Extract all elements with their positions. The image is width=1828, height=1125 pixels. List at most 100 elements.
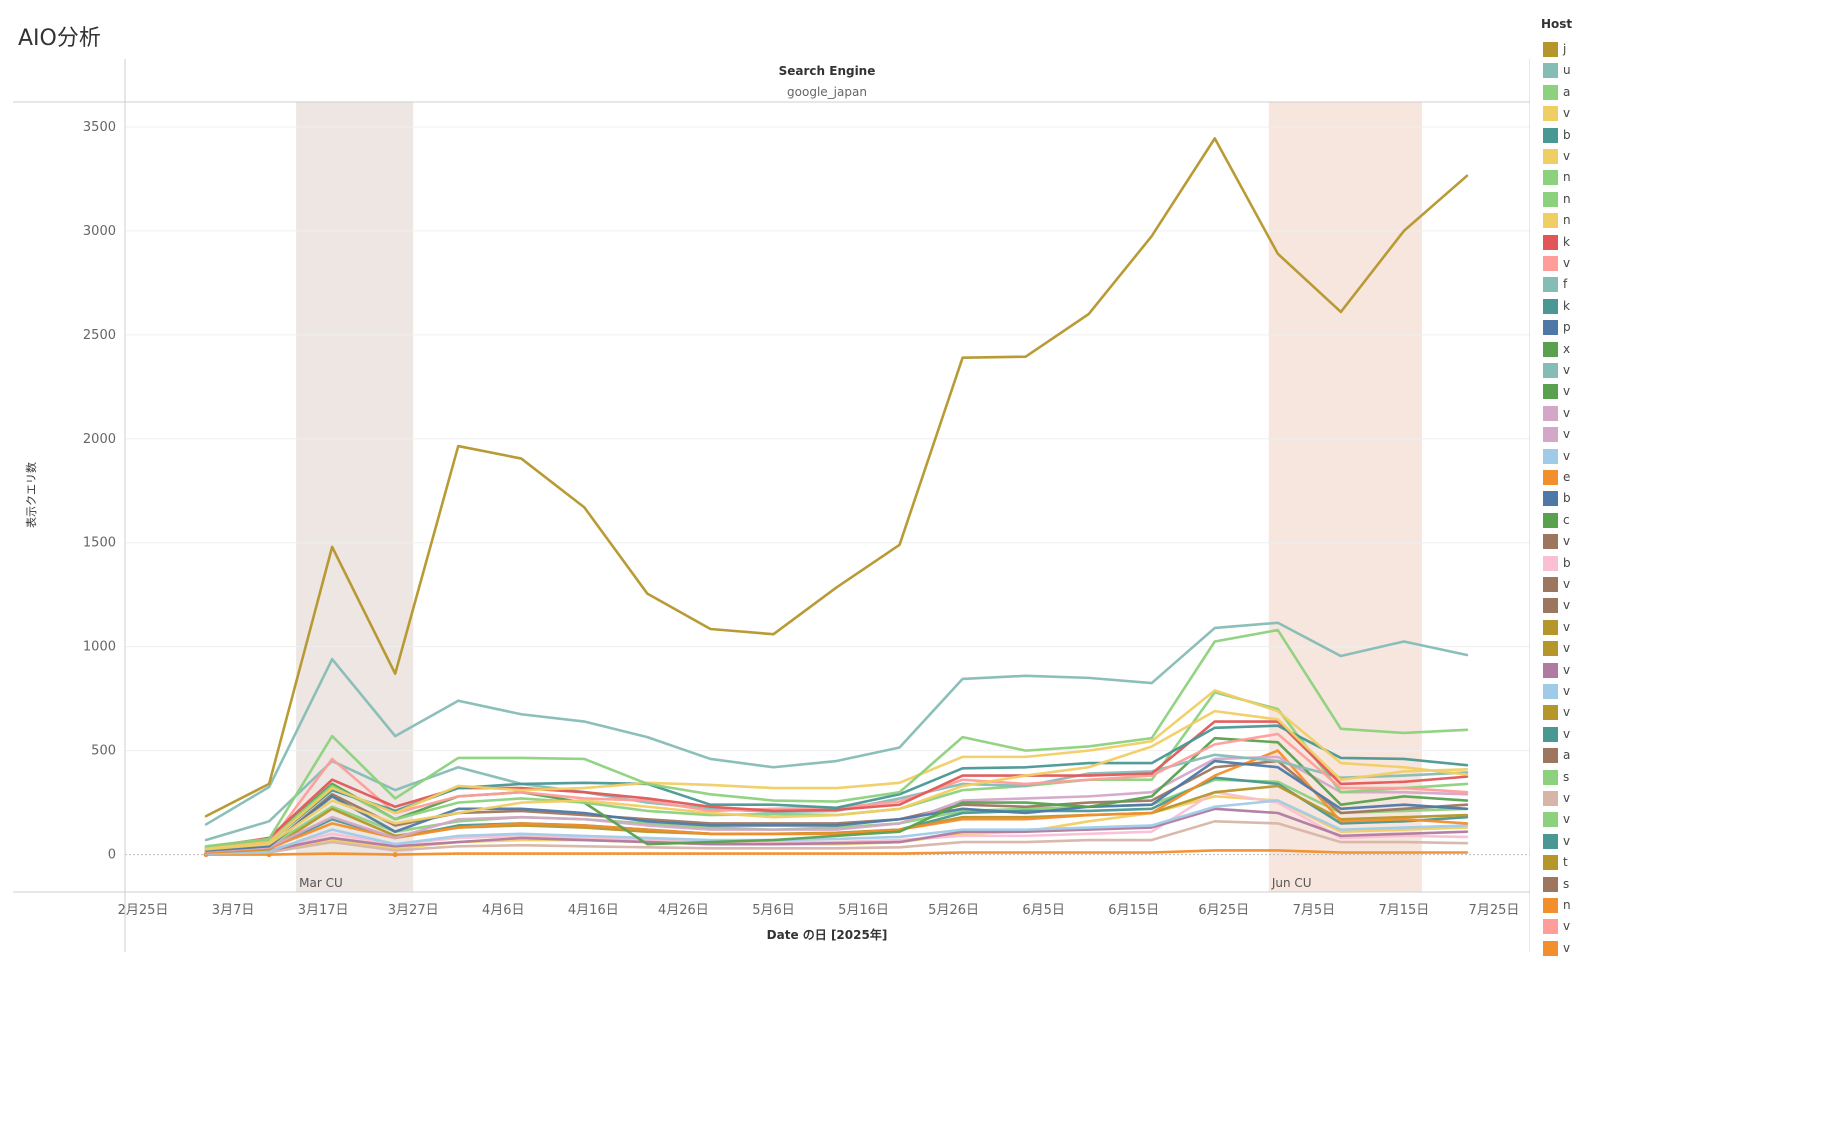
legend-item[interactable]: v [1543,149,1828,165]
legend-swatch [1543,491,1558,507]
legend-item[interactable]: v [1543,534,1828,550]
legend-item[interactable]: a [1543,748,1828,764]
legend-item[interactable]: v [1543,812,1828,828]
legend-item[interactable]: u [1543,63,1828,79]
legend-item[interactable]: v [1543,662,1828,679]
x-tick-label: 3月27日 [388,903,439,918]
legend-item[interactable]: n [1543,213,1828,229]
legend-label: x [1563,341,1571,356]
legend-item[interactable]: v [1543,106,1828,122]
legend-label: v [1563,256,1571,270]
legend-item[interactable]: t [1543,855,1828,871]
legend-item[interactable]: v [1543,919,1828,935]
legend-item[interactable]: b [1543,127,1828,144]
legend-swatch [1543,42,1558,57]
legend-item[interactable]: j [1543,42,1828,58]
series-line [204,709,1469,851]
legend-label: u [1563,63,1571,78]
legend-label: v [1563,149,1571,163]
legend-item[interactable]: b [1543,555,1828,572]
reference-bands [296,102,1422,892]
legend-label: c [1563,512,1570,527]
legend-swatch [1543,63,1558,79]
legend-item[interactable]: v [1543,619,1828,636]
legend-item[interactable]: v [1543,405,1828,422]
page-title: AIO分析 [18,26,101,51]
y-tick-label: 1000 [83,640,116,655]
data-point [392,852,398,858]
legend-swatch [1543,748,1558,764]
legend-swatch [1543,427,1558,443]
legend-label: v [1563,641,1571,656]
line-chart: Search Engine google_japan 0 500 1000 1500 2… [13,59,1530,952]
legend-swatch [1543,405,1558,421]
series-line [204,621,1469,826]
band-label: Jun CU [1271,876,1312,890]
legend-item[interactable]: f [1543,277,1828,293]
legend-label: s [1563,876,1570,891]
legend-swatch [1543,256,1558,271]
legend-item[interactable]: k [1543,234,1828,251]
legend-swatch [1543,598,1558,614]
legend-item[interactable]: a [1543,84,1828,101]
legend-item[interactable]: v [1543,427,1828,443]
legend-item[interactable]: v [1543,363,1828,379]
band-label: Mar CU [299,876,343,890]
legend-label: k [1563,234,1570,249]
legend-label: v [1563,363,1571,377]
x-tick-label: 7月5日 [1293,903,1336,918]
legend-swatch [1543,149,1558,164]
legend-item[interactable]: v [1543,448,1828,465]
legend-item[interactable]: p [1543,320,1828,336]
chart-frame [13,59,1530,952]
legend-swatch [1543,106,1558,122]
legend-item[interactable]: e [1543,470,1828,486]
legend-item[interactable]: v [1543,598,1828,614]
legend-swatch [1543,812,1558,828]
legend-swatch [1543,84,1558,100]
y-tick-label: 3500 [83,120,116,135]
series-line [204,755,1469,853]
legend-swatch [1543,662,1558,678]
legend-label: v [1563,940,1571,955]
legend-item[interactable]: v [1543,940,1828,957]
series-line [204,759,1469,852]
legend-item[interactable]: v [1543,684,1828,700]
x-tick-label: 7月15日 [1378,903,1429,918]
legend-item[interactable]: v [1543,256,1828,272]
legend-swatch [1543,234,1558,250]
legend-swatch [1543,384,1558,400]
legend-item[interactable]: v [1543,705,1828,721]
legend-item[interactable]: v [1543,833,1828,850]
legend-item[interactable]: n [1543,898,1828,914]
x-tick-label: 7月25日 [1469,903,1520,918]
legend-item[interactable]: x [1543,341,1828,358]
legend-item[interactable]: v [1543,641,1828,657]
legend-item[interactable]: s [1543,769,1828,786]
legend-swatch [1543,577,1558,592]
legend-item[interactable]: v [1543,384,1828,400]
legend-swatch [1543,833,1558,849]
legend-item[interactable]: v [1543,577,1828,593]
legend-label: n [1563,191,1571,206]
legend-item[interactable]: n [1543,191,1828,208]
legend-item[interactable]: v [1543,726,1828,743]
legend-item[interactable]: v [1543,791,1828,807]
legend-label: n [1563,213,1571,228]
legend-item[interactable]: n [1543,170,1828,186]
reference-band [296,102,414,892]
y-axis-label: 表示クエリ数 [24,462,38,528]
y-tick-label: 500 [91,744,116,759]
legend-label: v [1563,726,1571,741]
y-tick-label: 0 [108,848,116,863]
legend-swatch [1543,619,1558,635]
legend-label: e [1563,470,1571,484]
legend-item[interactable]: b [1543,491,1828,507]
legend-item[interactable]: k [1543,298,1828,315]
legend-swatch [1543,363,1558,378]
legend-label: n [1563,170,1571,185]
legend-swatch [1543,726,1558,742]
legend-item[interactable]: c [1543,512,1828,529]
y-axis-ticks: 0 500 1000 1500 2000 2500 3000 3500 [83,120,116,863]
legend-item[interactable]: s [1543,876,1828,893]
